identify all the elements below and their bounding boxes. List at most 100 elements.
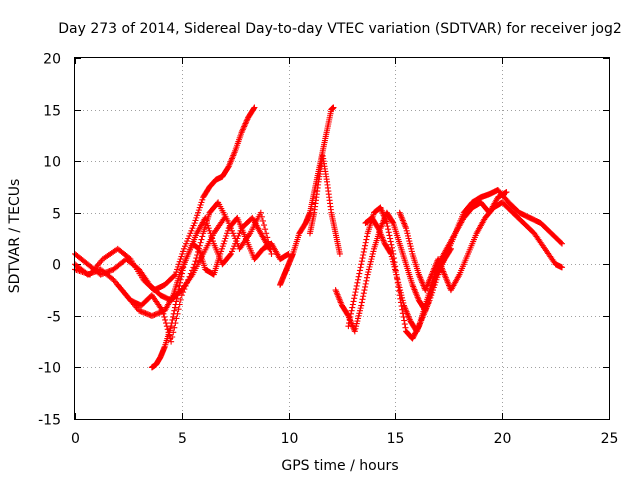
data-point: [356, 270, 363, 277]
data-point: [406, 238, 413, 245]
data-point: [356, 267, 363, 274]
data-point: [391, 263, 398, 270]
data-point: [179, 250, 186, 257]
data-point: [186, 232, 193, 239]
data-point: [263, 230, 270, 237]
data-point: [187, 270, 194, 277]
data-point: [362, 242, 369, 249]
data-point: [391, 266, 398, 273]
data-point: [356, 310, 363, 317]
chart-title: Day 273 of 2014, Sidereal Day-to-day VTE…: [58, 21, 621, 37]
data-point: [231, 232, 238, 239]
data-point: [358, 299, 365, 306]
data-point: [402, 324, 409, 331]
data-point: [363, 236, 370, 243]
data-point: [330, 104, 337, 111]
data-point: [407, 243, 414, 250]
data-point: [238, 129, 245, 136]
data-point: [207, 230, 214, 237]
data-point: [181, 286, 188, 293]
data-point: [240, 124, 247, 131]
data-point: [390, 258, 397, 265]
data-point: [358, 258, 365, 265]
data-point: [360, 290, 367, 297]
data-point: [173, 295, 180, 302]
data-point: [208, 232, 215, 239]
data-point: [179, 267, 186, 274]
data-point: [179, 270, 186, 277]
data-point: [242, 120, 249, 127]
data-point: [232, 235, 239, 242]
data-point: [180, 245, 187, 252]
data-point: [177, 279, 184, 286]
data-point: [363, 277, 370, 284]
data-point: [225, 164, 232, 171]
data-point: [354, 279, 361, 286]
data-point: [386, 232, 393, 239]
data-point: [355, 276, 362, 283]
data-point: [173, 298, 180, 305]
series-trace-g: [306, 152, 343, 257]
data-point: [369, 253, 376, 260]
series-trace-k: [332, 209, 454, 335]
data-point: [397, 289, 404, 296]
data-point: [183, 240, 190, 247]
y-tick-label: -15: [38, 413, 61, 429]
data-point: [170, 313, 177, 320]
data-point: [222, 235, 229, 242]
series-trace-i: [362, 187, 566, 335]
data-point: [400, 299, 407, 306]
data-point: [219, 243, 226, 250]
series-trace-j: [396, 199, 566, 294]
data-point: [209, 235, 216, 242]
data-point: [194, 212, 201, 219]
data-point: [393, 271, 400, 278]
data-point: [259, 217, 266, 224]
data-point: [365, 266, 372, 273]
data-point: [384, 223, 391, 230]
data-point: [162, 316, 169, 323]
data-point: [206, 227, 213, 234]
y-tick-label: 0: [52, 258, 61, 274]
data-point: [360, 248, 367, 255]
data-point: [401, 321, 408, 328]
data-point: [190, 264, 197, 271]
data-point: [557, 239, 564, 246]
data-point: [405, 232, 412, 239]
data-point: [250, 105, 257, 112]
data-point: [192, 217, 199, 224]
data-point: [174, 292, 181, 299]
data-point: [403, 225, 410, 232]
data-point: [170, 310, 177, 317]
data-point: [349, 301, 356, 308]
data-point: [182, 243, 189, 250]
data-point: [227, 250, 234, 257]
y-tick-label: -5: [47, 310, 61, 326]
data-point: [224, 227, 231, 234]
data-point: [198, 199, 205, 206]
data-point: [197, 239, 204, 246]
data-point: [559, 264, 566, 271]
data-point: [126, 255, 133, 262]
data-point: [234, 240, 241, 247]
data-point: [195, 209, 202, 216]
data-point: [236, 230, 243, 237]
data-point: [355, 312, 362, 319]
data-point: [171, 272, 178, 279]
data-point: [243, 117, 250, 124]
data-point: [559, 240, 566, 247]
y-tick-label: 15: [43, 104, 61, 120]
data-point: [199, 233, 206, 240]
data-point: [198, 236, 205, 243]
data-point: [355, 315, 362, 322]
data-point: [241, 122, 248, 129]
data-point: [351, 295, 358, 302]
data-point: [178, 253, 185, 260]
data-point: [258, 213, 265, 220]
data-point: [362, 239, 369, 246]
data-point: [177, 256, 184, 263]
data-point: [357, 264, 364, 271]
data-point: [392, 269, 399, 276]
data-point: [368, 256, 375, 263]
data-point: [183, 279, 190, 286]
